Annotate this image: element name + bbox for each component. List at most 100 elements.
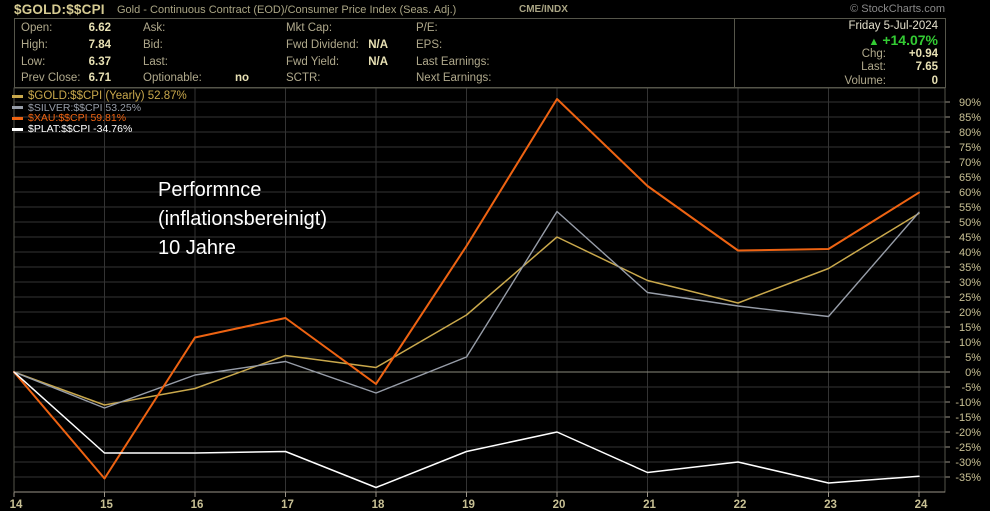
y-tick-label: 30% <box>959 277 981 289</box>
y-tick-label: 80% <box>959 127 981 139</box>
y-tick-label: -15% <box>955 412 981 424</box>
y-tick-label: 70% <box>959 157 981 169</box>
y-tick-label: 60% <box>959 187 981 199</box>
quote-row: Last: <box>143 54 249 71</box>
legend-item-xau: $XAU:$$CPI 59.81% <box>12 113 187 124</box>
legend-label-plat: $PLAT:$$CPI -34.76% <box>28 123 133 136</box>
prev-close-value: 6.71 <box>88 72 111 85</box>
quote-column-ohlc: Open: 6.62 High: 7.84 Low: 6.37 Prev Close:… <box>21 20 111 87</box>
quote-date: Friday 5-Jul-2024 <box>848 20 938 32</box>
quote-row: Fwd Dividend: N/A <box>286 37 388 54</box>
x-tick-label: 17 <box>281 499 294 511</box>
quote-column-fundamentals: Mkt Cap: Fwd Dividend: N/A Fwd Yield: N/A … <box>286 20 388 87</box>
x-tick-label: 19 <box>462 499 475 511</box>
quote-row: Low: 6.37 <box>21 54 111 71</box>
y-tick-label: -5% <box>961 382 981 394</box>
x-tick-label: 15 <box>100 499 113 511</box>
pe-label: P/E: <box>416 22 438 34</box>
prev-close-label: Prev Close: <box>21 72 81 85</box>
y-tick-label: -25% <box>955 442 981 454</box>
chg-label: Chg: <box>861 47 886 60</box>
y-tick-label: 35% <box>959 262 981 274</box>
plot-border <box>13 87 946 493</box>
y-tick-label: 20% <box>959 307 981 319</box>
series--xau-cpi <box>13 98 920 480</box>
series--plat-cpi <box>13 371 920 489</box>
chart-legend: $GOLD:$$CPI (Yearly) 52.87% $SILVER:$$CP… <box>12 91 187 135</box>
x-tick-label: 16 <box>191 499 204 511</box>
change-row: ▲ +14.07% <box>735 33 938 48</box>
mktcap-label: Mkt Cap: <box>286 22 333 34</box>
y-tick-label: 75% <box>959 142 981 154</box>
quote-row: Next Earnings: <box>416 70 491 87</box>
title-bar: $GOLD:$$CPI Gold - Continuous Contract (… <box>0 0 990 18</box>
x-tick-label: 14 <box>10 499 23 511</box>
fwd-dividend-label: Fwd Dividend: <box>286 38 359 51</box>
next-earnings-label: Next Earnings: <box>416 72 492 85</box>
volume-value: 0 <box>931 74 938 87</box>
fwd-yield-value: N/A <box>368 55 388 68</box>
y-tick-label: 25% <box>959 292 981 304</box>
quote-column-earnings: P/E: EPS: Last Earnings: Next Earnings: <box>416 20 491 87</box>
series--gold-cpi <box>13 212 920 406</box>
quote-summary: Friday 5-Jul-2024 ▲ +14.07% Chg: +0.94 La… <box>734 19 945 87</box>
quote-row: Open: 6.62 <box>21 20 111 37</box>
annotation-line-2: (inflationsbereinigt) <box>158 208 327 230</box>
y-tick-label: 10% <box>959 337 981 349</box>
y-tick-label: -10% <box>955 397 981 409</box>
y-tick-label: 40% <box>959 247 981 259</box>
legend-item-plat: $PLAT:$$CPI -34.76% <box>12 124 187 135</box>
y-tick-label: 5% <box>965 352 981 364</box>
quote-row: Optionable: no <box>143 70 249 87</box>
y-tick-label: 65% <box>959 172 981 184</box>
last-price-value: 7.65 <box>915 61 938 74</box>
quote-row: EPS: <box>416 37 491 54</box>
change-percent: +14.07% <box>882 32 938 49</box>
quote-row: SCTR: <box>286 70 388 87</box>
plat-line-swatch <box>12 127 23 131</box>
y-tick-label: 55% <box>959 202 981 214</box>
fwd-dividend-value: N/A <box>368 38 388 51</box>
quote-row: Fwd Yield: N/A <box>286 54 388 71</box>
quote-row: Last Earnings: <box>416 54 491 71</box>
sctr-label: SCTR: <box>286 72 321 85</box>
quote-row: High: 7.84 <box>21 37 111 54</box>
y-tick-label: 0% <box>965 367 981 379</box>
y-tick-label: 90% <box>959 97 981 109</box>
low-value: 6.37 <box>88 55 111 68</box>
legend-label-gold: $GOLD:$$CPI (Yearly) 52.87% <box>28 90 187 103</box>
x-tick-label: 18 <box>372 499 385 511</box>
x-tick-label: 23 <box>824 499 837 511</box>
y-tick-label: 85% <box>959 112 981 124</box>
silver-line-swatch <box>12 106 23 110</box>
chg-row: Chg: +0.94 <box>735 48 938 61</box>
volume-row: Volume: 0 <box>735 75 938 88</box>
bid-label: Bid: <box>143 38 163 51</box>
high-label: High: <box>21 38 48 51</box>
quote-row: Bid: <box>143 37 249 54</box>
legend-item-silver: $SILVER:$$CPI 53.25% <box>12 101 187 114</box>
x-tick-label: 22 <box>734 499 747 511</box>
legend-item-gold: $GOLD:$$CPI (Yearly) 52.87% <box>12 91 187 103</box>
y-tick-label: -30% <box>955 457 981 469</box>
last-label: Last: <box>143 55 168 68</box>
xau-line-swatch <box>12 117 23 121</box>
copyright-label: © StockCharts.com <box>850 3 945 15</box>
x-tick-label: 20 <box>553 499 566 511</box>
quote-row: Prev Close: 6.71 <box>21 70 111 87</box>
last-price-label: Last: <box>861 61 886 74</box>
symbol-title: $GOLD:$$CPI <box>14 2 105 17</box>
optionable-value: no <box>234 72 249 85</box>
y-tick-label: 45% <box>959 232 981 244</box>
ask-label: Ask: <box>143 22 166 34</box>
y-tick-label: -35% <box>955 472 981 484</box>
high-value: 7.84 <box>88 38 111 51</box>
last-earnings-label: Last Earnings: <box>416 55 490 68</box>
legend-label-silver: $SILVER:$$CPI 53.25% <box>28 101 142 114</box>
gold-line-swatch <box>12 95 23 99</box>
quote-row: P/E: <box>416 20 491 37</box>
fwd-yield-label: Fwd Yield: <box>286 55 340 68</box>
chg-value: +0.94 <box>908 47 938 60</box>
chart-annotation: Performnce (inflationsbereinigt) 10 Jahr… <box>158 176 327 263</box>
